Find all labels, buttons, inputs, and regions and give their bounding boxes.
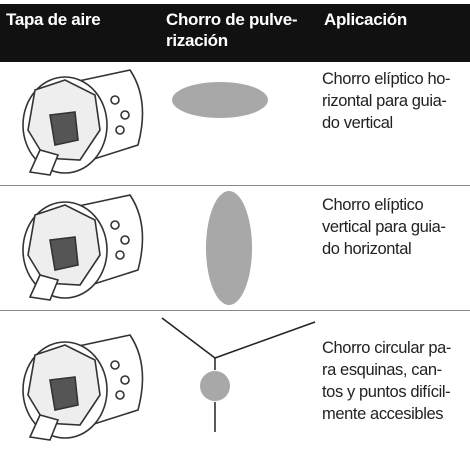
text-line: do vertical <box>322 114 393 132</box>
air-cap-icon <box>22 194 144 301</box>
text-line: Chorro circular pa- <box>322 339 452 357</box>
header-text: Chorro de pulve- <box>166 10 298 29</box>
header-cell: Tapa de aire <box>6 9 101 30</box>
text-line: vertical para guia- <box>322 218 446 236</box>
spray-pattern <box>206 191 252 305</box>
description: Chorro elíptico vertical para guia- do h… <box>322 194 446 260</box>
air-cap-icon <box>22 334 144 441</box>
description: Chorro circular pa- ra esquinas, can- to… <box>322 337 451 425</box>
air-cap-icon <box>22 69 144 176</box>
corner-lines <box>161 317 316 432</box>
row-separator <box>0 185 470 186</box>
text-line: Chorro elíptico <box>322 196 424 214</box>
header-text: rización <box>166 31 228 50</box>
spray-pattern <box>200 371 230 401</box>
text-line: rizontal para guia- <box>322 92 447 110</box>
header-text: Tapa de aire <box>6 10 101 29</box>
header-cell: Aplicación <box>324 9 407 30</box>
header-cell: Chorro de pulve-rización <box>166 9 298 51</box>
header-text: Aplicación <box>324 10 407 29</box>
text-line: mente accesibles <box>322 405 444 423</box>
text-line: ra esquinas, can- <box>322 361 442 379</box>
description: Chorro elíptico ho- rizontal para guia- … <box>322 68 451 134</box>
text-line: tos y puntos difícil- <box>322 383 451 401</box>
text-line: do horizontal <box>322 240 412 258</box>
text-line: Chorro elíptico ho- <box>322 70 451 88</box>
spray-pattern <box>172 82 268 118</box>
row-separator <box>0 310 470 311</box>
table-header: Tapa de aire Chorro de pulve-rización Ap… <box>0 4 470 62</box>
